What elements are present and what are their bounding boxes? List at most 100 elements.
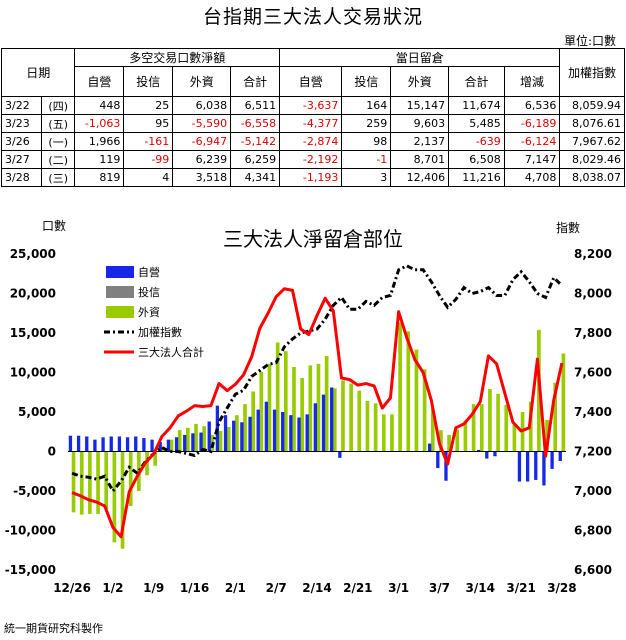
cell-oi: 25 — [123, 96, 174, 115]
x-tick-label: 3/14 — [466, 581, 495, 595]
legend-swatch — [106, 306, 134, 318]
cell-pos: 15,147 — [390, 96, 450, 115]
bar-dealer — [101, 437, 105, 452]
bar-foreign — [186, 427, 190, 452]
sub-pos-dealer: 自營 — [279, 66, 343, 97]
cell-index: 8,076.61 — [559, 114, 625, 133]
bar-foreign — [112, 451, 117, 543]
bar-foreign — [300, 378, 304, 452]
bar-foreign — [488, 389, 492, 452]
cell-pos: -6,124 — [503, 132, 561, 151]
y2-tick-label: 7,600 — [574, 366, 612, 380]
bar-dealer — [85, 436, 89, 452]
bar-dealer — [191, 433, 195, 452]
row-weekday: (四) — [41, 96, 76, 115]
bar-dealer — [493, 451, 497, 457]
bar-dealer — [550, 451, 554, 469]
cell-index: 8,029.46 — [559, 150, 625, 169]
cell-oi: -6,947 — [172, 132, 232, 151]
bar-dealer — [199, 432, 203, 452]
legend-label: 外資 — [138, 306, 160, 319]
y-tick-label: 5,000 — [18, 405, 56, 419]
bar-foreign — [447, 434, 451, 452]
cell-pos: -2,874 — [279, 132, 343, 151]
bar-dealer — [158, 442, 162, 452]
bar-foreign — [390, 414, 394, 452]
row-date: 3/23 — [0, 114, 43, 133]
cell-oi: 6,259 — [230, 150, 281, 169]
bar-dealer — [142, 438, 146, 452]
bar-foreign — [324, 355, 329, 452]
bar-foreign — [430, 408, 435, 452]
y-tick-label: 25,000 — [10, 247, 56, 261]
bar-dealer — [321, 394, 326, 452]
bar-foreign — [341, 380, 345, 452]
cell-pos: 6,536 — [503, 96, 561, 115]
bar-dealer — [256, 409, 260, 452]
cell-oi: 4,341 — [230, 168, 281, 187]
bar-foreign — [71, 451, 76, 513]
x-tick-label: 2/21 — [343, 581, 372, 595]
net-position-chart: 三大法人淨留倉部位 口數 指數 -15,000 -10,000 -5,000 0 5,000 1… — [5, 219, 612, 595]
x-tick-label: 2/14 — [302, 581, 331, 595]
bar-dealer — [174, 437, 179, 452]
cell-oi: -6,558 — [230, 114, 281, 133]
bar-foreign — [96, 451, 100, 514]
y2-tick-label: 6,800 — [574, 524, 612, 538]
bar-dealer — [76, 435, 81, 452]
bar-dealer — [207, 421, 211, 452]
cell-pos: 259 — [341, 114, 392, 133]
sub-pos-change: 增減 — [503, 66, 561, 97]
bar-dealer — [215, 405, 220, 452]
cell-oi: -5,142 — [230, 132, 281, 151]
x-tick-label: 2/7 — [266, 581, 287, 595]
bar-dealer — [281, 412, 285, 452]
bar-dealer — [117, 436, 122, 452]
bar-dealer — [444, 451, 448, 481]
cell-pos: 6,508 — [448, 150, 505, 169]
legend-swatch — [106, 286, 134, 298]
bar-dealer — [93, 439, 97, 452]
y2-tick-label: 8,000 — [574, 287, 612, 301]
sub-pos-foreign: 外資 — [390, 66, 450, 97]
bar-foreign — [128, 451, 133, 507]
cell-pos: 98 — [341, 132, 392, 151]
bar-foreign — [496, 393, 500, 452]
bar-dealer — [68, 435, 73, 452]
bar-foreign — [398, 322, 402, 452]
row-date: 3/26 — [0, 132, 43, 151]
legend-label: 投信 — [138, 285, 160, 299]
table-row: 3/22 (四) 448 25 6,038 6,511 -3,637 164 15,147 11,… — [0, 96, 625, 115]
y2-tick-label: 8,200 — [574, 247, 612, 261]
bar-foreign — [267, 363, 272, 452]
row-weekday: (一) — [41, 132, 76, 151]
bar-dealer — [223, 415, 228, 452]
bar-dealer — [150, 439, 154, 452]
bar-foreign — [218, 430, 223, 452]
cell-pos: -4,377 — [279, 114, 343, 133]
bar-foreign — [316, 363, 321, 452]
y2-tick-label: 7,200 — [574, 445, 612, 459]
line-total — [71, 287, 564, 539]
cell-pos: 11,216 — [448, 168, 505, 187]
bar-foreign — [226, 427, 231, 452]
cell-pos: 4,708 — [503, 168, 561, 187]
x-tick-label: 3/28 — [547, 581, 576, 595]
bar-foreign — [202, 426, 207, 452]
cell-oi: -161 — [123, 132, 174, 151]
row-date: 3/27 — [0, 150, 43, 169]
header-date: 日期 — [0, 48, 76, 97]
bar-foreign — [275, 342, 280, 452]
bar-dealer — [166, 439, 171, 452]
y2-tick-label: 7,000 — [574, 484, 612, 498]
bar-foreign — [79, 451, 84, 515]
bar-foreign — [479, 404, 484, 452]
bar-dealer — [305, 414, 309, 452]
bar-dealer — [232, 420, 236, 452]
cell-pos: 8,701 — [390, 150, 450, 169]
bar-foreign — [439, 430, 443, 452]
bar-foreign — [251, 391, 255, 452]
y-axis-label: 口數 — [42, 219, 66, 233]
legend-swatch — [106, 266, 134, 278]
cell-index: 7,967.62 — [559, 132, 625, 151]
